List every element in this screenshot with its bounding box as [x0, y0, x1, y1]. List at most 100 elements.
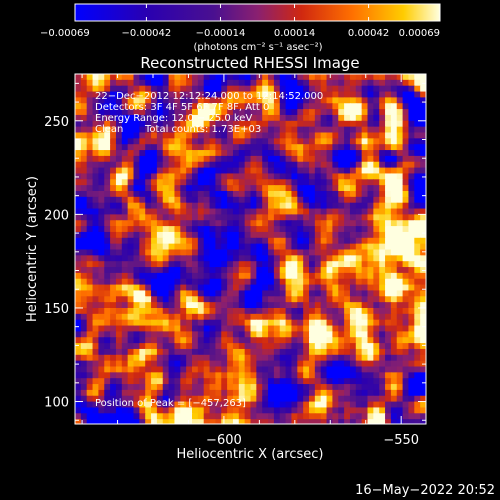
- heatmap-cell: [86, 407, 94, 414]
- heatmap-cell: [98, 97, 105, 104]
- heatmap-cell: [168, 91, 176, 98]
- heatmap-cell: [186, 237, 193, 245]
- heatmap-cell: [420, 348, 426, 356]
- heatmap-cell: [256, 114, 263, 122]
- heatmap-cell: [268, 378, 275, 385]
- heatmap-cell: [332, 360, 339, 368]
- heatmap-cell: [145, 290, 152, 297]
- heatmap-cell: [338, 79, 345, 87]
- heatmap-cell: [320, 384, 328, 391]
- heatmap-cell: [367, 138, 374, 145]
- heatmap-cell: [390, 378, 398, 385]
- heatmap-cell: [355, 74, 363, 81]
- heatmap-cell: [262, 302, 269, 309]
- heatmap-cell: [385, 173, 392, 180]
- heatmap-cell: [174, 138, 181, 145]
- heatmap-cell: [420, 196, 426, 204]
- heatmap-cell: [373, 103, 380, 110]
- heatmap-cell: [238, 202, 246, 210]
- heatmap-cell: [75, 103, 82, 110]
- heatmap-cell: [338, 261, 345, 268]
- heatmap-cell: [268, 366, 275, 373]
- heatmap-cell: [332, 325, 339, 332]
- heatmap-cell: [92, 401, 99, 409]
- heatmap-cell: [75, 220, 82, 227]
- heatmap-cell: [279, 191, 287, 198]
- heatmap-cell: [262, 167, 269, 175]
- heatmap-cell: [355, 114, 363, 122]
- heatmap-cell: [344, 419, 351, 424]
- heatmap-cell: [75, 202, 82, 210]
- heatmap-cell: [385, 103, 392, 110]
- heatmap-cell: [186, 413, 193, 420]
- heatmap-cell: [104, 91, 111, 98]
- heatmap-cell: [367, 319, 374, 327]
- heatmap-cell: [75, 302, 82, 309]
- heatmap-cell: [115, 378, 123, 385]
- heatmap-cell: [314, 360, 322, 368]
- heatmap-cell: [121, 261, 129, 268]
- heatmap-cell: [139, 91, 146, 98]
- heatmap-cell: [80, 208, 88, 215]
- heatmap-cell: [285, 214, 293, 221]
- heatmap-cell: [115, 401, 123, 409]
- heatmap-cell: [115, 419, 123, 424]
- heatmap-cell: [127, 407, 135, 414]
- heatmap-cell: [349, 196, 357, 204]
- heatmap-cell: [215, 360, 222, 368]
- heatmap-cell: [279, 173, 287, 180]
- heatmap-cell: [98, 138, 105, 145]
- heatmap-cell: [127, 372, 135, 379]
- heatmap-cell: [127, 366, 135, 373]
- heatmap-cell: [156, 348, 164, 356]
- heatmap-cell: [115, 214, 123, 221]
- heatmap-cell: [367, 161, 374, 169]
- heatmap-cell: [355, 191, 363, 198]
- heatmap-cell: [98, 278, 105, 286]
- heatmap-cell: [273, 378, 281, 385]
- heatmap-cell: [390, 278, 398, 286]
- heatmap-cell: [285, 384, 293, 391]
- heatmap-cell: [75, 138, 82, 145]
- heatmap-cell: [408, 308, 415, 315]
- heatmap-cell: [408, 167, 415, 175]
- heatmap-cell: [285, 138, 293, 145]
- heatmap-cell: [238, 173, 246, 180]
- heatmap-cell: [420, 407, 426, 414]
- heatmap-cell: [268, 161, 275, 169]
- heatmap-cell: [303, 79, 310, 87]
- heatmap-cell: [262, 196, 269, 204]
- heatmap-cell: [110, 202, 117, 210]
- heatmap-cell: [273, 348, 281, 356]
- heatmap-cell: [186, 401, 193, 409]
- heatmap-cell: [92, 255, 99, 262]
- heatmap-cell: [215, 191, 222, 198]
- heatmap-cell: [238, 132, 246, 139]
- heatmap-cell: [332, 267, 339, 274]
- heatmap-cell: [209, 103, 216, 110]
- heatmap-cell: [396, 132, 404, 139]
- heatmap-cell: [408, 191, 415, 198]
- heatmap-cell: [86, 155, 94, 163]
- heatmap-cell: [104, 103, 111, 110]
- heatmap-cell: [192, 348, 199, 356]
- heatmap-cell: [297, 255, 304, 262]
- heatmap-cell: [420, 237, 426, 245]
- heatmap-cell: [75, 384, 82, 391]
- heatmap-cell: [197, 255, 205, 262]
- heatmap-cell: [133, 272, 140, 280]
- heatmap-cell: [104, 132, 111, 139]
- heatmap-cell: [285, 208, 293, 215]
- heatmap-cell: [139, 325, 146, 332]
- heatmap-cell: [373, 220, 380, 227]
- heatmap-cell: [355, 179, 363, 186]
- heatmap-cell: [151, 296, 158, 303]
- heatmap-cell: [344, 372, 351, 379]
- heatmap-cell: [256, 97, 263, 104]
- heatmap-cell: [390, 337, 398, 344]
- heatmap-cell: [344, 237, 351, 245]
- heatmap-cell: [349, 150, 357, 157]
- heatmap-cell: [80, 132, 88, 139]
- heatmap-cell: [104, 150, 111, 157]
- heatmap-cell: [203, 220, 211, 227]
